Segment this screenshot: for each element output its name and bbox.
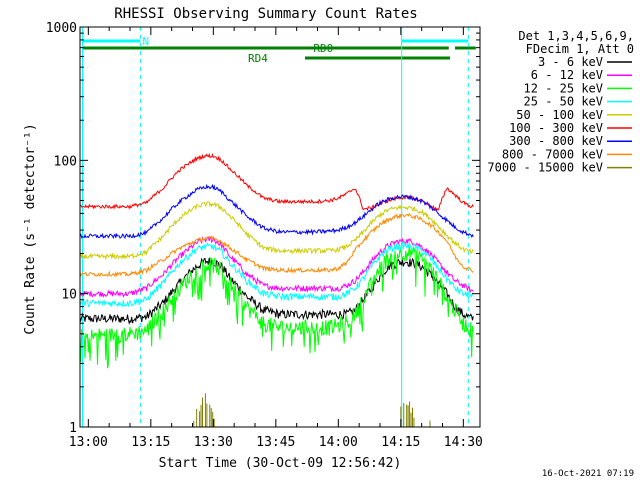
x-axis-label: Start Time (30-Oct-09 12:56:42) <box>159 456 402 471</box>
legend-label: 50 - 100 keV <box>516 108 603 122</box>
legend-entry-50-100-kev: 50 - 100 keV <box>516 108 632 122</box>
x-tick-label: 13:30 <box>194 435 233 450</box>
legend-entry-300-800-kev: 300 - 800 keV <box>509 134 632 148</box>
y-tick-label: 10 <box>61 288 77 303</box>
y-tick-label: 1 <box>69 421 77 436</box>
legend-label: 7000 - 15000 keV <box>487 161 603 175</box>
legend-label: 25 - 50 keV <box>524 95 603 109</box>
series-line-50-100-kev <box>79 201 474 261</box>
legend-label: 12 - 25 keV <box>524 81 603 95</box>
legend: Det 1,3,4,5,6,9, FDecim 1, Att 0 3 - 6 k… <box>487 29 634 175</box>
x-axis: 13:00 13:15 13:30 13:45 14:00 14:15 14:30 <box>69 27 483 450</box>
series-line-100-300-kev <box>79 152 474 212</box>
legend-header-line-2: FDecim 1, Att 0 <box>526 42 634 56</box>
x-tick-label: 14:30 <box>444 435 483 450</box>
series-line-6-12-kev <box>79 236 474 299</box>
legend-label: 3 - 6 keV <box>538 55 603 69</box>
flag-label-rd4: RD4 <box>248 52 268 65</box>
series-lines <box>79 152 474 427</box>
x-tick-label: 14:15 <box>381 435 420 450</box>
legend-header-line-1: Det 1,3,4,5,6,9, <box>518 29 634 43</box>
legend-entry-12-25-kev: 12 - 25 keV <box>524 81 632 95</box>
series-line-7000-15000-kev <box>193 393 431 427</box>
y-axis-label: Count Rate (s⁻¹ detector⁻¹) <box>23 123 38 334</box>
series-line-800-7000-kev <box>79 212 474 278</box>
vertical-marker-lines <box>82 27 469 427</box>
series-line-25-50-kev <box>79 241 474 308</box>
flag-bars: N RD0 RD4 <box>82 35 476 65</box>
flag-label-rd0: RD0 <box>313 42 333 55</box>
y-tick-label: 1000 <box>46 21 77 36</box>
flag-label-n: N <box>143 35 150 48</box>
plot-frame <box>79 26 481 428</box>
x-tick-label: 13:00 <box>69 435 108 450</box>
legend-label: 100 - 300 keV <box>509 121 603 135</box>
legend-label: 800 - 7000 keV <box>502 147 603 161</box>
legend-entry-7000-15000-kev: 7000 - 15000 keV <box>487 161 632 175</box>
legend-entry-800-7000-kev: 800 - 7000 keV <box>502 147 632 161</box>
legend-entry-3-6-kev: 3 - 6 keV <box>538 55 632 69</box>
series-line-3-6-kev <box>79 257 474 325</box>
chart-title: RHESSI Observing Summary Count Rates <box>114 6 417 22</box>
x-tick-label: 14:00 <box>319 435 358 450</box>
x-tick-label: 13:45 <box>256 435 295 450</box>
legend-entry-25-50-kev: 25 - 50 keV <box>524 95 632 109</box>
legend-label: 300 - 800 keV <box>509 134 603 148</box>
legend-label: 6 - 12 keV <box>531 68 603 82</box>
legend-entry-6-12-kev: 6 - 12 keV <box>531 68 632 82</box>
x-tick-label: 13:15 <box>131 435 170 450</box>
y-axis: 1 10 100 1000 <box>46 21 480 436</box>
footer-timestamp: 16-Oct-2021 07:19 <box>542 469 634 479</box>
series-line-300-800-kev <box>79 183 474 240</box>
legend-entry-100-300-kev: 100 - 300 keV <box>509 121 632 135</box>
y-tick-label: 100 <box>54 154 77 169</box>
series-line-12-25-kev <box>79 246 474 369</box>
